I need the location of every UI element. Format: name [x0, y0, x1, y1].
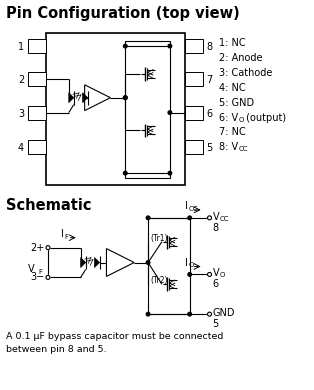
- Text: 2: Anode: 2: Anode: [219, 53, 263, 63]
- Circle shape: [123, 96, 127, 99]
- Bar: [28, 72, 46, 86]
- Text: 1: NC: 1: NC: [219, 38, 246, 48]
- Bar: [28, 39, 46, 53]
- Text: 6: 6: [213, 279, 219, 289]
- Text: (output): (output): [243, 113, 286, 122]
- Text: 7: NC: 7: NC: [219, 128, 246, 137]
- Text: Pin Configuration (top view): Pin Configuration (top view): [6, 6, 240, 21]
- Text: A 0.1 μF bypass capacitor must be connected
between pin 8 and 5.: A 0.1 μF bypass capacitor must be connec…: [6, 332, 224, 354]
- Bar: [185, 106, 203, 120]
- Text: O: O: [219, 273, 225, 278]
- Text: 7: 7: [207, 75, 213, 85]
- Polygon shape: [81, 257, 86, 268]
- Bar: [185, 39, 203, 53]
- Text: 1: 1: [18, 42, 24, 52]
- Text: V: V: [213, 212, 219, 222]
- Text: 3: 3: [18, 108, 24, 119]
- Text: F: F: [38, 269, 42, 275]
- Text: 6: V: 6: V: [219, 113, 239, 122]
- Circle shape: [123, 96, 127, 99]
- Text: 4: 4: [18, 144, 24, 153]
- Bar: [46, 33, 185, 185]
- Polygon shape: [83, 93, 88, 103]
- Text: 8: 8: [213, 223, 219, 233]
- Circle shape: [146, 261, 150, 264]
- Bar: [125, 41, 170, 178]
- Text: I: I: [61, 229, 64, 239]
- Text: CC: CC: [219, 216, 229, 222]
- Circle shape: [208, 216, 212, 220]
- Text: 2+: 2+: [31, 243, 45, 253]
- Text: V: V: [213, 268, 219, 278]
- Text: O: O: [189, 262, 194, 268]
- Circle shape: [168, 171, 172, 175]
- Circle shape: [146, 216, 150, 220]
- Text: I: I: [185, 257, 188, 268]
- Text: 8: V: 8: V: [219, 142, 239, 152]
- Text: I: I: [185, 201, 188, 211]
- Text: (Tr2): (Tr2): [150, 277, 168, 285]
- Bar: [28, 106, 46, 120]
- Circle shape: [168, 111, 172, 114]
- Text: O: O: [238, 117, 244, 122]
- Circle shape: [208, 273, 212, 277]
- Circle shape: [208, 312, 212, 316]
- Circle shape: [46, 246, 50, 250]
- Bar: [185, 72, 203, 86]
- Text: 8: 8: [207, 42, 213, 52]
- Circle shape: [168, 44, 172, 48]
- Circle shape: [46, 275, 50, 279]
- Text: F: F: [65, 234, 69, 240]
- Circle shape: [123, 171, 127, 175]
- Bar: [148, 218, 190, 314]
- Bar: [185, 140, 203, 154]
- Text: 5: 5: [207, 144, 213, 153]
- Text: 3: Cathode: 3: Cathode: [219, 68, 273, 78]
- Circle shape: [146, 312, 150, 316]
- Text: V: V: [27, 264, 34, 275]
- Bar: [28, 140, 46, 154]
- Polygon shape: [69, 93, 74, 103]
- Text: 6: 6: [207, 108, 213, 119]
- Text: CC: CC: [189, 206, 198, 212]
- Text: 4: NC: 4: NC: [219, 83, 246, 93]
- Circle shape: [188, 216, 192, 220]
- Text: (Tr1): (Tr1): [150, 234, 168, 243]
- Text: 5: GND: 5: GND: [219, 98, 255, 108]
- Circle shape: [188, 273, 192, 276]
- Text: Schematic: Schematic: [6, 198, 92, 213]
- Circle shape: [123, 44, 127, 48]
- Text: 5: 5: [213, 319, 219, 329]
- Circle shape: [188, 312, 192, 316]
- Polygon shape: [95, 257, 100, 268]
- Text: 2: 2: [18, 75, 24, 85]
- Text: 3−: 3−: [31, 272, 45, 282]
- Text: CC: CC: [238, 146, 248, 152]
- Text: GND: GND: [213, 308, 235, 318]
